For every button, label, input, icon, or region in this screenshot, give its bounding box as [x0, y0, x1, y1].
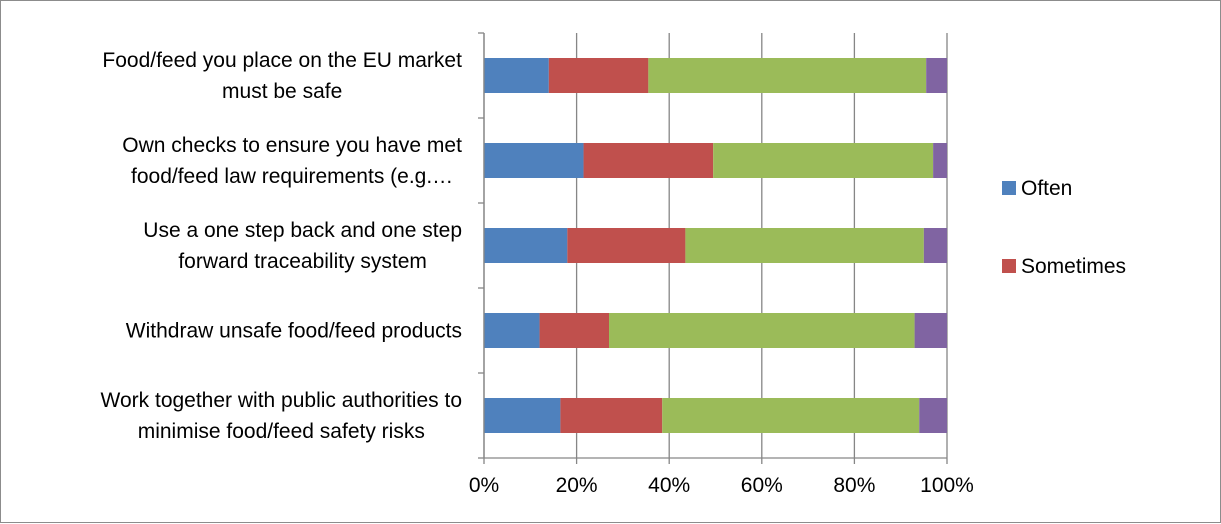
- category-label-line: Work together with public authorities to: [101, 389, 462, 412]
- legend-swatch-often: [1002, 181, 1016, 195]
- bar-segment-series-3: [648, 58, 927, 93]
- bar-segment-often: [484, 398, 561, 433]
- bar-segment-series-3: [685, 228, 924, 263]
- bar-segment-series-3: [713, 143, 934, 178]
- bar-segment-series-3: [609, 313, 915, 348]
- category-label-line: minimise food/feed safety risks: [138, 420, 425, 443]
- bar-segment-often: [484, 58, 549, 93]
- legend-swatch-sometimes: [1002, 259, 1016, 273]
- bar-segment-sometimes: [548, 58, 649, 93]
- bar-segment-series-4: [919, 398, 947, 433]
- bar-segment-sometimes: [583, 143, 714, 178]
- bar-segment-often: [484, 143, 584, 178]
- category-label: Use a one step back and one step forward …: [143, 219, 462, 273]
- category-label-line: Use a one step back and one step: [143, 219, 462, 242]
- bar-segment-sometimes: [539, 313, 610, 348]
- bar-segment-series-4: [914, 313, 947, 348]
- category-label-line: must be safe: [222, 80, 342, 103]
- x-tick-label: 0%: [469, 474, 499, 497]
- category-label-line: Withdraw unsafe food/feed products: [126, 320, 462, 343]
- bar-segment-series-4: [933, 143, 947, 178]
- bar-segment-often: [484, 228, 568, 263]
- category-label-line: food/feed law requirements (e.g.…: [131, 165, 453, 188]
- x-tick-label: 100%: [920, 474, 974, 497]
- x-tick-labels: 0% 20% 40% 60% 80% 100%: [469, 474, 974, 497]
- category-label: Work together with public authorities to…: [101, 389, 462, 443]
- legend-label-often: Often: [1021, 177, 1072, 200]
- category-label-line: Own checks to ensure you have met: [122, 134, 462, 157]
- category-label-line: forward traceability system: [178, 250, 427, 273]
- category-label: Withdraw unsafe food/feed products: [126, 320, 462, 343]
- x-tick-label: 40%: [648, 474, 690, 497]
- x-tick-label: 80%: [833, 474, 875, 497]
- x-tick-label: 20%: [556, 474, 598, 497]
- bar-segment-series-4: [926, 58, 947, 93]
- category-label: Food/feed you place on the EU market must…: [102, 49, 462, 103]
- bar-segment-series-3: [662, 398, 920, 433]
- legend-label-sometimes: Sometimes: [1021, 255, 1126, 278]
- bars: [484, 58, 947, 433]
- axes: [478, 32, 948, 464]
- x-tick-label: 60%: [741, 474, 783, 497]
- bar-segment-often: [484, 313, 540, 348]
- legend: Often Sometimes: [1002, 177, 1126, 278]
- category-label-line: Food/feed you place on the EU market: [102, 49, 462, 72]
- bar-segment-sometimes: [560, 398, 663, 433]
- bar-segment-series-4: [923, 228, 947, 263]
- category-labels: Food/feed you place on the EU market must…: [101, 49, 463, 443]
- bar-segment-sometimes: [567, 228, 686, 263]
- category-label: Own checks to ensure you have met food/fe…: [122, 134, 462, 188]
